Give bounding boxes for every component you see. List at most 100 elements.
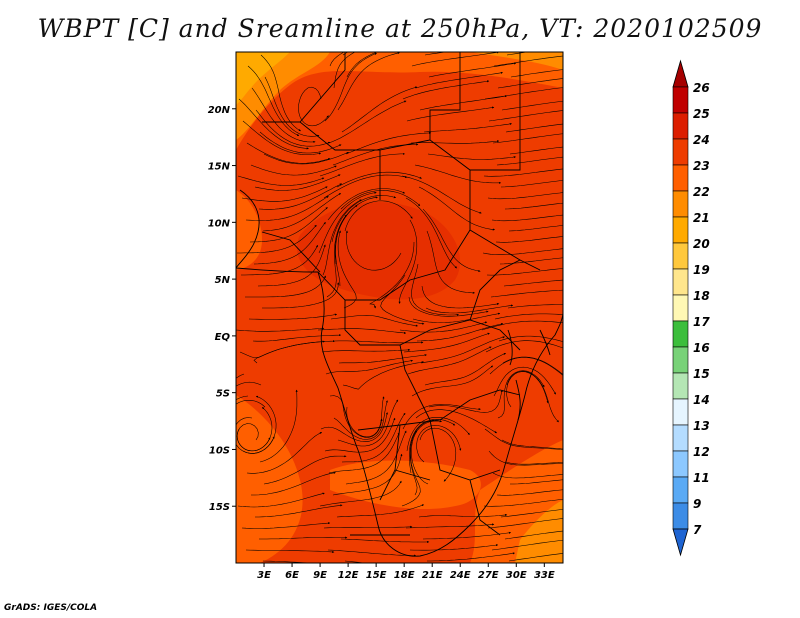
streamline	[338, 354, 427, 364]
colorbar-swatch	[672, 372, 689, 400]
streamline	[491, 214, 563, 222]
colorbar-label: 18	[693, 289, 710, 303]
streamline	[319, 152, 405, 177]
colorbar-swatch	[672, 294, 689, 322]
colorbar: 26 25 24 23 22 21 20 19 18 17 16 15 14 13 12 11 9 7	[672, 59, 710, 557]
streamline	[236, 327, 325, 332]
streamline	[501, 100, 563, 111]
lat-label: 15S	[209, 502, 230, 513]
streamline	[419, 427, 457, 482]
streamline	[247, 65, 300, 136]
streamline	[246, 432, 323, 474]
streamline	[324, 52, 377, 122]
streamline	[236, 395, 249, 401]
streamline	[491, 539, 563, 551]
streamline	[328, 432, 400, 474]
longitude-axis: 3E 6E 9E 12E 15E 18E 21E 24E 27E 30E 33E	[257, 563, 555, 581]
streamline	[498, 335, 563, 342]
colorbar-swatch	[672, 346, 689, 374]
streamline	[402, 404, 481, 430]
streamline	[500, 509, 563, 518]
streamline	[332, 143, 419, 166]
streamline	[421, 285, 500, 309]
streamline	[236, 400, 266, 408]
streamline	[236, 381, 262, 387]
streamline	[253, 222, 326, 265]
latitude-axis: 20N 15N 10N 5N EQ 5S 10S 15S	[208, 105, 236, 513]
streamline	[241, 186, 328, 202]
colorbar-swatch	[672, 502, 689, 530]
streamline	[344, 560, 368, 563]
streamline	[489, 357, 563, 376]
streamline	[492, 472, 563, 479]
streamline	[508, 225, 563, 232]
streamline	[420, 336, 505, 364]
lat-label: 5N	[215, 275, 231, 286]
streamline	[499, 257, 563, 265]
streamline	[340, 538, 430, 544]
streamline	[332, 453, 403, 496]
streamline	[324, 417, 396, 453]
streamline	[422, 208, 481, 273]
streamline	[259, 389, 298, 463]
field-lobe-west-coast	[236, 190, 262, 270]
streamline	[488, 110, 563, 122]
streamline	[336, 171, 422, 188]
lon-label: 9E	[313, 570, 327, 581]
streamline	[509, 146, 563, 155]
streamline	[504, 202, 563, 210]
streamline	[237, 175, 325, 186]
streamline	[503, 279, 563, 287]
streamline	[505, 461, 563, 465]
streamline	[380, 274, 425, 325]
colorbar-bottom-arrow	[672, 528, 689, 557]
colorbar-label: 21	[693, 211, 710, 225]
streamline	[502, 356, 563, 375]
streamline	[401, 175, 482, 214]
streamline	[236, 423, 271, 452]
streamline	[335, 204, 358, 287]
streamline	[405, 523, 495, 529]
streamline	[327, 188, 406, 221]
streamline	[484, 428, 563, 450]
country-borders	[236, 52, 563, 557]
streamline	[254, 174, 341, 191]
streamline	[337, 52, 400, 111]
streamline	[493, 55, 563, 67]
colorbar-label: 22	[693, 185, 710, 199]
streamline	[245, 195, 329, 221]
streamline	[318, 191, 377, 254]
streamline	[411, 420, 442, 485]
streamline	[330, 315, 418, 327]
streamline	[322, 199, 362, 276]
streamline	[495, 236, 563, 243]
streamline	[422, 531, 512, 540]
streamline	[331, 195, 397, 243]
streamline	[321, 348, 411, 353]
lat-label: 20N	[208, 105, 231, 116]
streamline	[253, 340, 336, 364]
streamline	[424, 52, 448, 56]
streamline	[242, 395, 277, 454]
streamline	[342, 361, 424, 390]
field-lobe-south-center	[330, 460, 481, 510]
streamline	[237, 492, 325, 508]
streamline	[481, 320, 563, 331]
streamline	[508, 553, 563, 562]
streamline	[341, 412, 406, 463]
streamline	[401, 430, 421, 507]
streamline	[496, 489, 563, 496]
streamline	[259, 536, 348, 540]
colorbar-label: 7	[693, 523, 702, 537]
streamline	[320, 412, 388, 442]
streamline	[486, 268, 563, 276]
wbpt-field	[236, 52, 563, 563]
streamline	[369, 241, 415, 309]
lat-label: EQ	[215, 332, 231, 343]
streamline	[419, 95, 508, 111]
streamline	[262, 193, 342, 232]
streamline	[510, 479, 563, 485]
streamline	[504, 530, 563, 540]
streamline	[425, 304, 514, 314]
streamline	[496, 156, 563, 166]
